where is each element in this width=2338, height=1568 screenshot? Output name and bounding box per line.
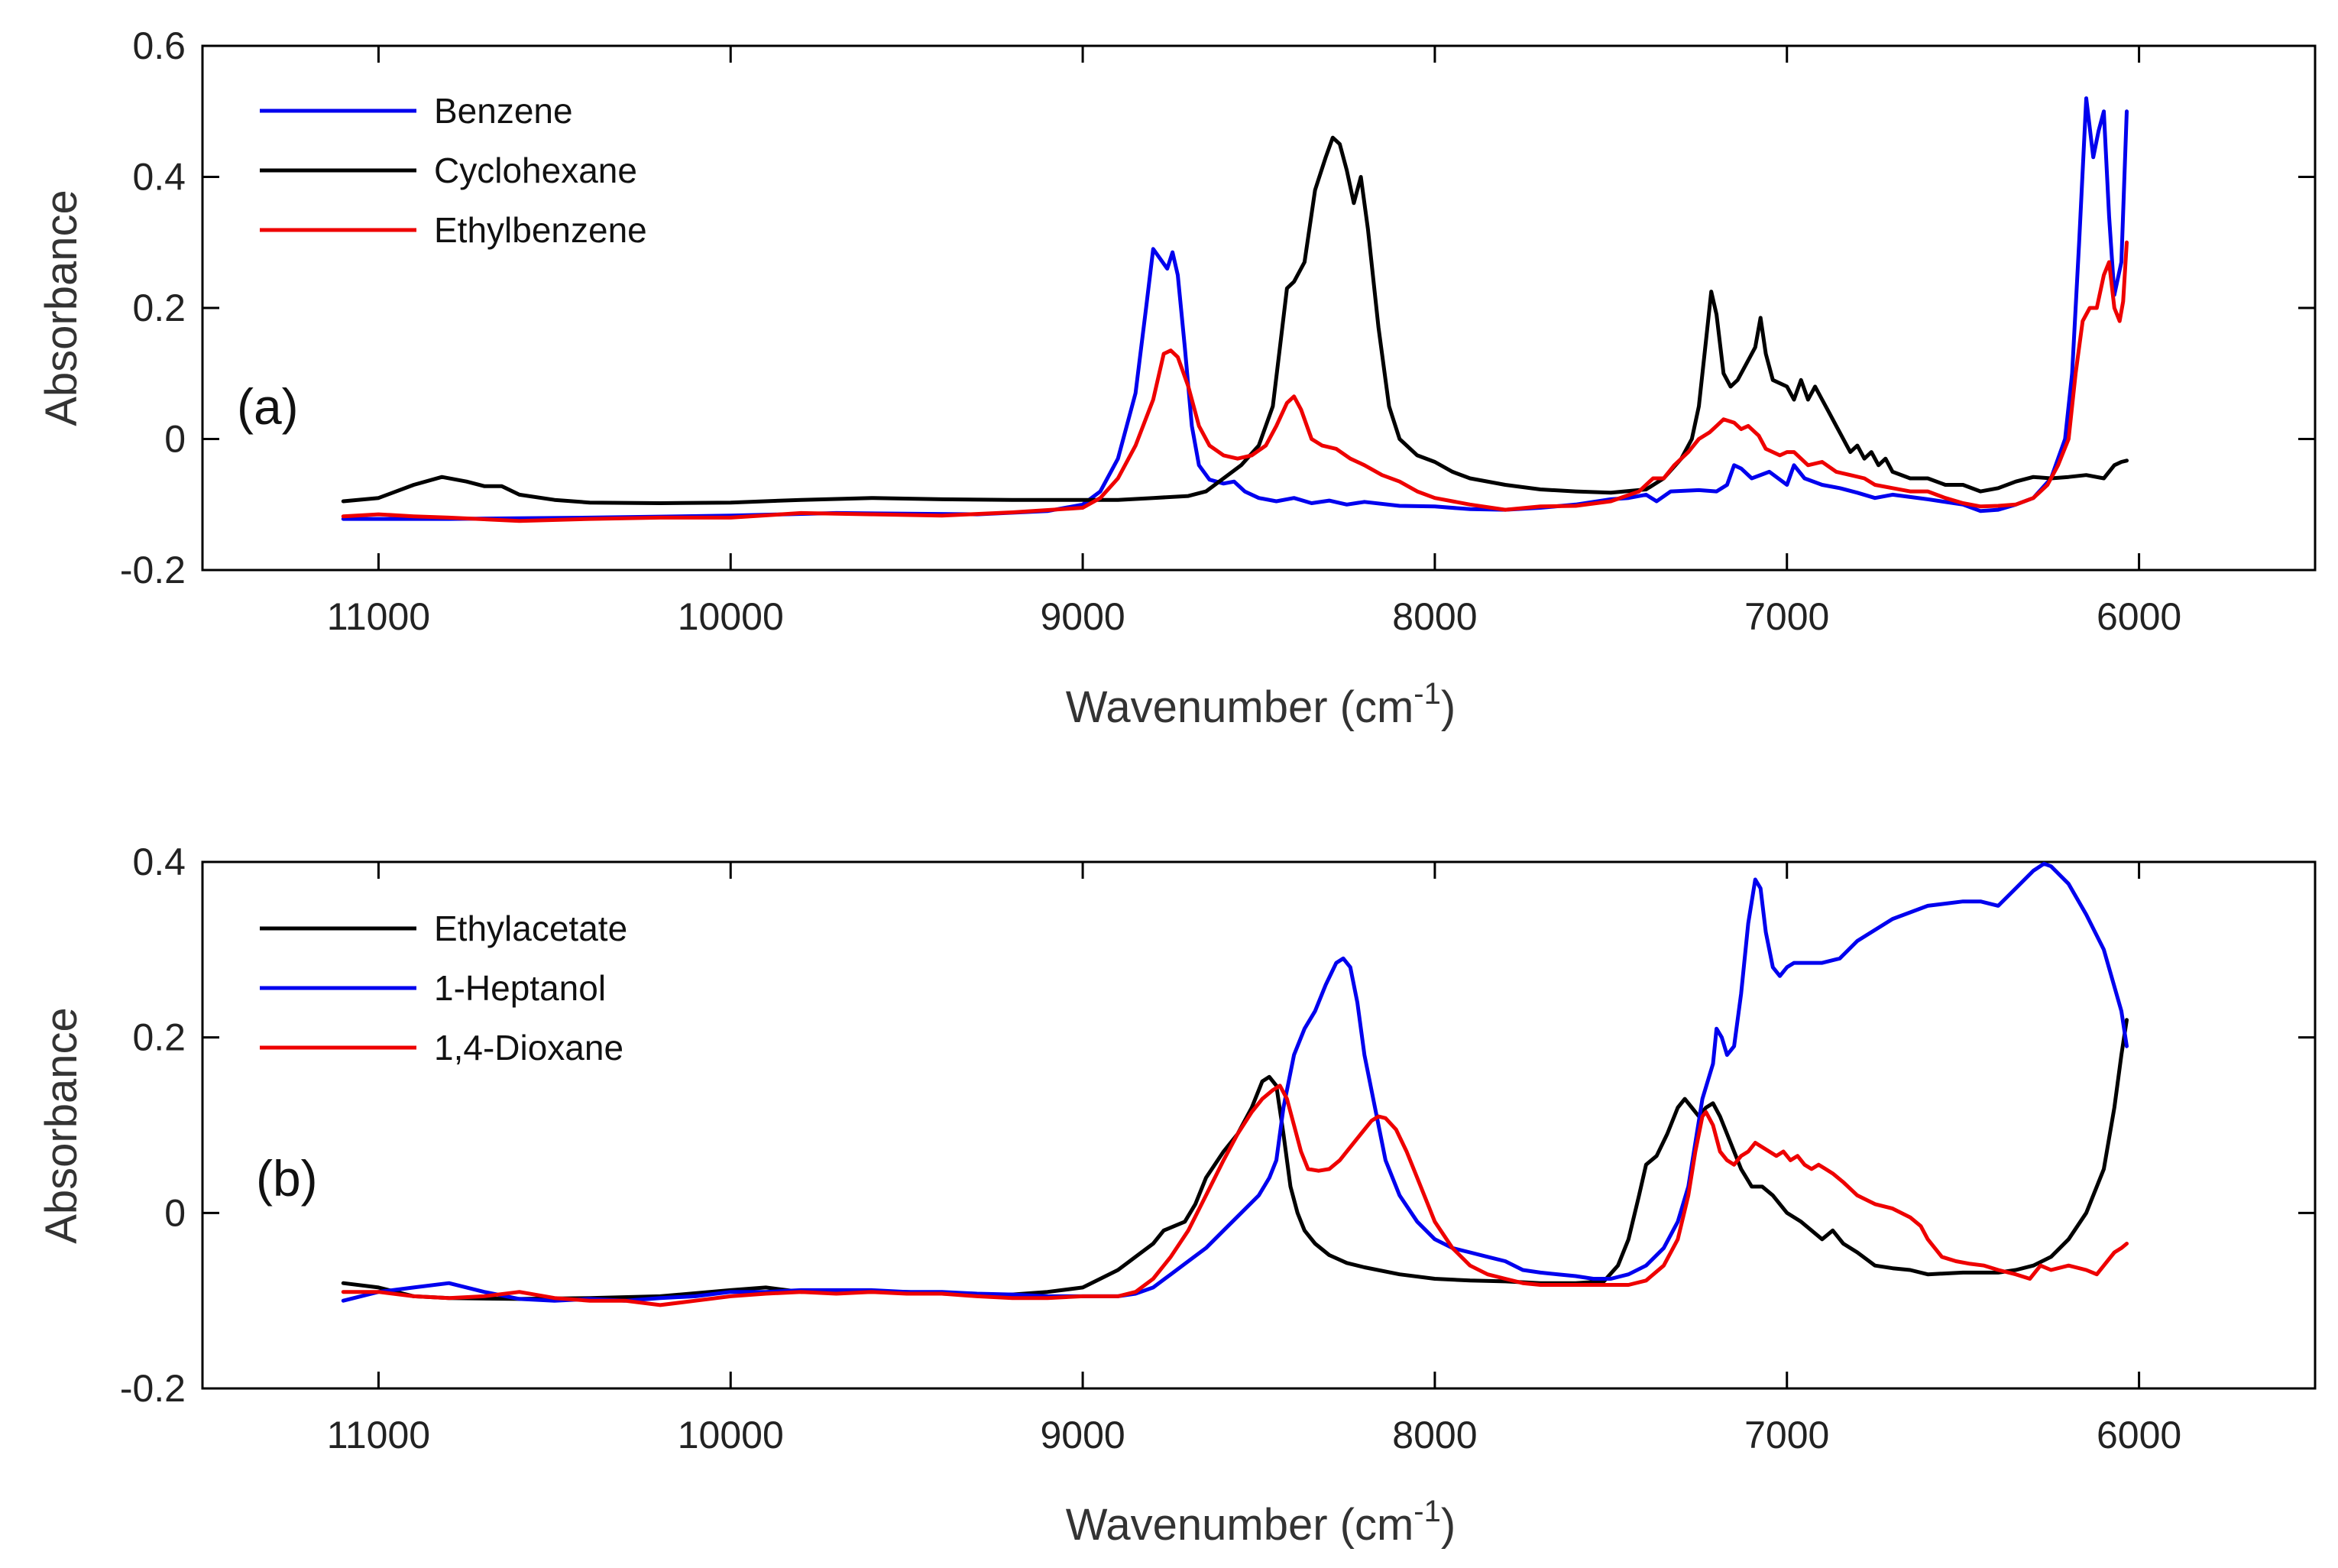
- legend-b: Ethylacetate 1-Heptanol 1,4-Dioxane: [260, 909, 627, 1067]
- series-line-cyclohexane: [341, 135, 2129, 505]
- x-axis-label-close-b: ): [1441, 1500, 1456, 1550]
- x-axis-label-a: Wavenumber (cm-1): [1066, 677, 1456, 732]
- y-tick-label-a: 0.2: [132, 287, 186, 329]
- y-tick-label-b: 0.2: [132, 1016, 186, 1059]
- y-tick-label-a: -0.2: [120, 549, 186, 591]
- legend-label-b: 1-Heptanol: [434, 968, 606, 1008]
- y-ticks-b: -0.2 0 0.2 0.4: [120, 841, 2315, 1410]
- x-tick-label-b: 9000: [1040, 1414, 1125, 1456]
- panel-tag-b: (b): [256, 1150, 318, 1207]
- x-tick-label-b: 10000: [678, 1414, 784, 1456]
- y-axis-label-b: Absorbance: [37, 1007, 86, 1244]
- x-axis-label-main-b: Wavenumber (cm: [1066, 1500, 1414, 1550]
- legend-a: Benzene Cyclohexane Ethylbenzene: [260, 91, 647, 250]
- panel-tag-a: (a): [237, 378, 299, 435]
- panel-b: 11000 10000 9000 8000 7000 6000 -0.2 0 0.2 0.4 (…: [37, 841, 2317, 1550]
- x-tick-label-b: 11000: [327, 1414, 430, 1456]
- plot-frame-b: [201, 860, 2317, 1390]
- y-tick-label-b: 0.4: [132, 841, 186, 883]
- x-tick-label-a: 6000: [2097, 595, 2181, 638]
- x-ticks-a: 11000 10000 9000 8000 7000 6000: [327, 46, 2181, 638]
- legend-label-b: Ethylacetate: [434, 909, 627, 948]
- x-ticks-b: 11000 10000 9000 8000 7000 6000: [327, 862, 2181, 1456]
- panel-a: 11000 10000 9000 8000 7000 6000 -0.2 0 0.2 0.4 0.…: [37, 24, 2317, 732]
- y-axis-label-a: Absorbance: [37, 190, 86, 426]
- series-line-1-4-dioxane: [341, 1084, 2129, 1307]
- y-tick-label-b: 0: [164, 1191, 186, 1234]
- y-tick-label-a: 0: [164, 418, 186, 461]
- x-axis-label-exp-a: -1: [1413, 677, 1441, 711]
- x-axis-label-exp-b: -1: [1413, 1495, 1441, 1528]
- plot-area-a: [341, 96, 2129, 523]
- legend-label-b: 1,4-Dioxane: [434, 1028, 623, 1067]
- x-tick-label-a: 9000: [1040, 595, 1125, 638]
- legend-label-a: Benzene: [434, 91, 573, 131]
- x-axis-label-main-a: Wavenumber (cm: [1066, 682, 1414, 732]
- y-tick-label-a: 0.4: [132, 156, 186, 199]
- y-tick-label-a: 0.6: [132, 24, 186, 67]
- x-tick-label-a: 8000: [1392, 595, 1477, 638]
- series-line-ethylbenzene: [341, 240, 2129, 523]
- x-tick-label-a: 10000: [678, 595, 784, 638]
- x-tick-label-b: 8000: [1392, 1414, 1477, 1456]
- x-axis-label-b: Wavenumber (cm-1): [1066, 1495, 1456, 1550]
- y-tick-label-b: -0.2: [120, 1367, 186, 1410]
- y-ticks-a: -0.2 0 0.2 0.4 0.6: [120, 24, 2315, 591]
- plot-area-b: [341, 861, 2129, 1307]
- x-tick-label-b: 7000: [1744, 1414, 1829, 1456]
- legend-label-a: Cyclohexane: [434, 151, 637, 190]
- x-tick-label-a: 11000: [327, 595, 430, 638]
- x-tick-label-a: 7000: [1744, 595, 1829, 638]
- legend-label-a: Ethylbenzene: [434, 210, 647, 250]
- x-axis-label-close-a: ): [1441, 682, 1456, 732]
- x-tick-label-b: 6000: [2097, 1414, 2181, 1456]
